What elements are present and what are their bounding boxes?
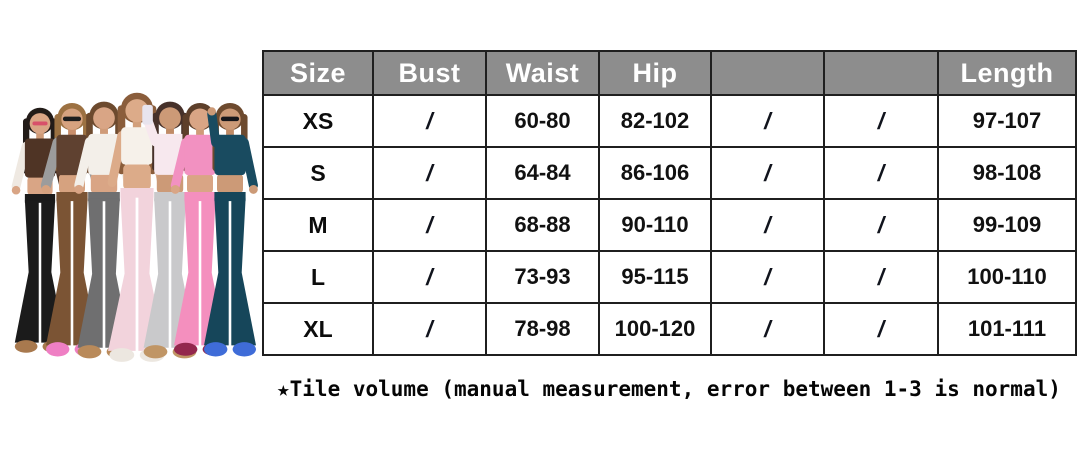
cell-blank1: / bbox=[710, 302, 825, 356]
col-header-blank1 bbox=[710, 50, 825, 96]
cell-size: L bbox=[262, 250, 374, 304]
cell-hip: 100-120 bbox=[598, 302, 712, 356]
cell-waist: 60-80 bbox=[485, 94, 600, 148]
cell-hip: 86-106 bbox=[598, 146, 712, 200]
models-illustration bbox=[11, 92, 258, 362]
cell-size: XL bbox=[262, 302, 374, 356]
header-row: Size Bust Waist Hip Length bbox=[262, 50, 1077, 96]
cell-blank2: / bbox=[823, 146, 939, 200]
product-image bbox=[0, 82, 262, 367]
cell-waist: 64-84 bbox=[485, 146, 600, 200]
cell-blank1: / bbox=[710, 250, 825, 304]
cell-waist: 68-88 bbox=[485, 198, 600, 252]
col-header-blank2 bbox=[823, 50, 939, 96]
model-figure bbox=[204, 102, 258, 357]
cell-length: 101-111 bbox=[937, 302, 1077, 356]
cell-length: 98-108 bbox=[937, 146, 1077, 200]
cell-blank1: / bbox=[710, 146, 825, 200]
size-table: Size Bust Waist Hip Length XS / 60-80 82… bbox=[262, 50, 1077, 356]
col-header-length: Length bbox=[937, 50, 1077, 96]
cell-blank2: / bbox=[823, 250, 939, 304]
cell-length: 100-110 bbox=[937, 250, 1077, 304]
cell-size: XS bbox=[262, 94, 374, 148]
table-row-s: S / 64-84 86-106 / / 98-108 bbox=[262, 146, 1077, 200]
cell-bust: / bbox=[372, 250, 487, 304]
table-row-xl: XL / 78-98 100-120 / / 101-111 bbox=[262, 302, 1077, 356]
cell-blank2: / bbox=[823, 198, 939, 252]
table-row-m: M / 68-88 90-110 / / 99-109 bbox=[262, 198, 1077, 252]
col-header-bust: Bust bbox=[372, 50, 487, 96]
cell-size: M bbox=[262, 198, 374, 252]
cell-blank1: / bbox=[710, 94, 825, 148]
cell-blank2: / bbox=[823, 94, 939, 148]
col-header-hip: Hip bbox=[598, 50, 712, 96]
cell-waist: 78-98 bbox=[485, 302, 600, 356]
cell-blank2: / bbox=[823, 302, 939, 356]
cell-bust: / bbox=[372, 198, 487, 252]
cell-hip: 82-102 bbox=[598, 94, 712, 148]
cell-bust: / bbox=[372, 302, 487, 356]
cell-bust: / bbox=[372, 94, 487, 148]
col-header-waist: Waist bbox=[485, 50, 600, 96]
table-row-l: L / 73-93 95-115 / / 100-110 bbox=[262, 250, 1077, 304]
measurement-note: ★Tile volume (manual measurement, error … bbox=[277, 377, 1061, 401]
cell-hip: 90-110 bbox=[598, 198, 712, 252]
cell-bust: / bbox=[372, 146, 487, 200]
cell-size: S bbox=[262, 146, 374, 200]
table-row-xs: XS / 60-80 82-102 / / 97-107 bbox=[262, 94, 1077, 148]
cell-blank1: / bbox=[710, 198, 825, 252]
cell-hip: 95-115 bbox=[598, 250, 712, 304]
cell-length: 97-107 bbox=[937, 94, 1077, 148]
cell-length: 99-109 bbox=[937, 198, 1077, 252]
col-header-size: Size bbox=[262, 50, 374, 96]
size-chart: Size Bust Waist Hip Length XS / 60-80 82… bbox=[262, 50, 1077, 356]
cell-waist: 73-93 bbox=[485, 250, 600, 304]
